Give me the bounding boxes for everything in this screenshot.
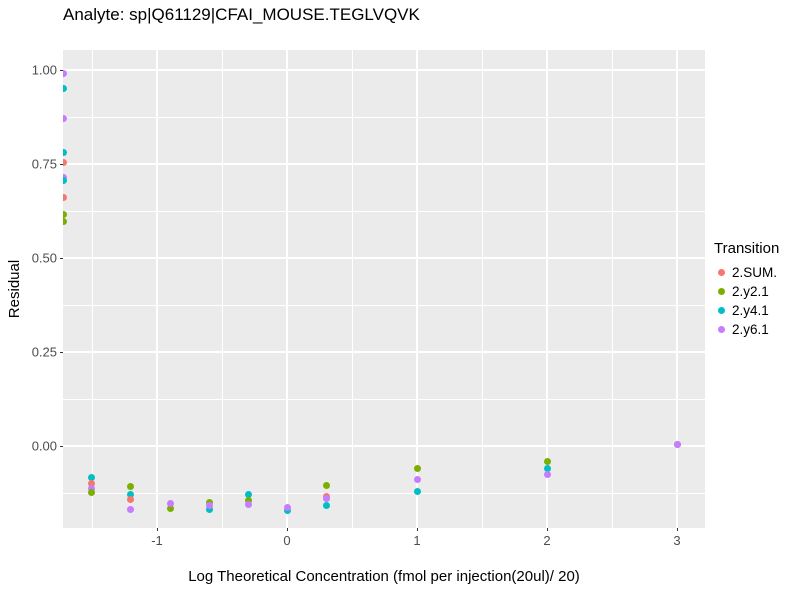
x-tick-mark [677, 528, 679, 531]
data-point [63, 177, 67, 185]
y-tick-label: 0.75 [31, 156, 57, 172]
y-tick-mark [60, 257, 63, 259]
gridline [546, 50, 548, 528]
y-axis-title: Residual [6, 259, 23, 319]
legend-swatch-icon [718, 288, 725, 295]
legend-item-label: 2.y6.1 [732, 322, 769, 337]
gridline [63, 69, 705, 71]
data-point [244, 496, 252, 504]
y-tick-label: 0.50 [31, 250, 57, 266]
legend-item-label: 2.SUM. [732, 265, 778, 280]
data-point [127, 483, 135, 491]
data-point [322, 501, 330, 509]
gridline [63, 351, 705, 353]
x-axis-title: Log Theoretical Concentration (fmol per … [188, 568, 580, 585]
x-tick-mark [547, 528, 549, 531]
plot-panel [63, 50, 705, 528]
legend-title: Transition [714, 240, 780, 257]
gridline [676, 50, 678, 528]
gridline [63, 163, 705, 165]
data-point [88, 480, 96, 488]
gridline [63, 210, 705, 212]
gridline [91, 50, 93, 528]
gridline [611, 50, 613, 528]
legend: Transition 2.SUM. 2.y2.1 2.y4.1 2.y6.1 [714, 240, 800, 339]
legend-item: 2.y2.1 [714, 282, 800, 301]
legend-swatch-icon [718, 326, 725, 333]
legend-item: 2.y6.1 [714, 320, 800, 339]
data-point [63, 211, 67, 219]
gridline [63, 445, 705, 447]
data-point [63, 149, 67, 157]
gridline [351, 50, 353, 528]
data-point [127, 490, 135, 498]
data-point [63, 115, 67, 123]
x-tick-label: -1 [151, 533, 163, 548]
data-point [127, 496, 135, 504]
data-point [543, 457, 551, 465]
y-tick-label: 0.00 [31, 438, 57, 454]
gridline [221, 50, 223, 528]
data-point [63, 85, 67, 93]
legend-item: 2.y4.1 [714, 301, 800, 320]
data-point [413, 464, 421, 472]
legend-item-label: 2.y2.1 [732, 284, 769, 299]
data-point [63, 70, 67, 78]
gridline [481, 50, 483, 528]
data-point [88, 485, 96, 492]
gridline [286, 50, 288, 528]
data-point [63, 194, 67, 202]
data-point [322, 481, 330, 489]
data-point [205, 506, 213, 514]
data-point [63, 173, 67, 181]
data-point [244, 500, 252, 508]
x-tick-mark [287, 528, 288, 531]
data-point [322, 494, 330, 502]
y-tick-mark [60, 351, 63, 353]
data-point [127, 505, 135, 513]
data-point [543, 471, 551, 479]
x-tick-mark [417, 528, 419, 531]
y-tick-label: 0.25 [31, 344, 57, 360]
x-tick-label: 0 [283, 533, 291, 548]
y-tick-mark [60, 69, 63, 71]
legend-swatch-icon [718, 307, 725, 314]
data-point [543, 464, 551, 472]
x-tick-label: 3 [673, 533, 681, 548]
data-point [166, 504, 174, 512]
plot-title: Analyte: sp|Q61129|CFAI_MOUSE.TEGLVQVK [63, 5, 420, 24]
data-point [283, 503, 291, 511]
data-point [63, 217, 67, 225]
legend-swatch-icon [718, 269, 725, 276]
gridline [63, 492, 705, 494]
data-point [166, 500, 174, 508]
legend-item: 2.SUM. [714, 263, 800, 282]
data-point [205, 501, 213, 509]
data-point [673, 440, 681, 448]
x-tick-label: 2 [543, 533, 551, 548]
data-point [88, 474, 96, 482]
gridline [63, 257, 705, 259]
gridline [63, 116, 705, 118]
data-point [63, 158, 67, 166]
y-tick-mark [60, 163, 63, 165]
gridline [63, 304, 705, 306]
x-tick-label: 1 [413, 533, 421, 548]
legend-items: 2.SUM. 2.y2.1 2.y4.1 2.y6.1 [714, 263, 800, 339]
data-point [413, 487, 421, 495]
x-tick-mark [156, 528, 158, 531]
gridline [63, 398, 705, 400]
gridline [416, 50, 418, 528]
y-tick-label: 1.00 [31, 62, 57, 78]
data-point [244, 490, 252, 498]
y-tick-mark [60, 446, 63, 447]
gridline [156, 50, 158, 528]
data-point [413, 475, 421, 483]
data-point [88, 488, 96, 496]
legend-item-label: 2.y4.1 [732, 303, 769, 318]
